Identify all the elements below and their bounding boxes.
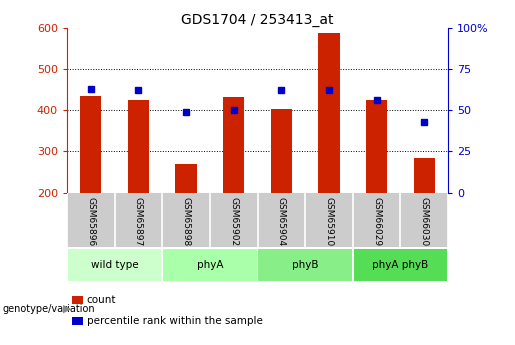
Text: phyA: phyA [197, 260, 223, 270]
Text: genotype/variation: genotype/variation [3, 304, 95, 314]
Text: GSM65910: GSM65910 [324, 197, 333, 246]
Bar [366, 100, 387, 193]
Text: percentile rank within the sample: percentile rank within the sample [87, 316, 263, 326]
Text: phyA phyB: phyA phyB [372, 260, 428, 270]
Text: ▶: ▶ [63, 304, 72, 314]
Text: wild type: wild type [91, 260, 139, 270]
Text: GSM66029: GSM66029 [372, 197, 381, 246]
Bar [175, 164, 197, 193]
Text: GSM65904: GSM65904 [277, 197, 286, 246]
Bar [128, 100, 149, 193]
Title: GDS1704 / 253413_at: GDS1704 / 253413_at [181, 12, 334, 27]
Bar [414, 158, 435, 193]
Text: GSM65897: GSM65897 [134, 197, 143, 246]
Bar [163, 249, 256, 281]
Text: count: count [87, 295, 116, 305]
Text: phyB: phyB [292, 260, 318, 270]
Bar [223, 97, 245, 193]
Bar [318, 33, 340, 193]
Text: GSM65898: GSM65898 [182, 197, 191, 246]
Text: GSM65902: GSM65902 [229, 197, 238, 246]
Bar [259, 249, 352, 281]
Bar [68, 249, 161, 281]
Bar [80, 96, 101, 193]
Text: GSM65896: GSM65896 [87, 197, 95, 246]
Bar [354, 249, 447, 281]
Bar [270, 109, 292, 193]
Text: GSM66030: GSM66030 [420, 197, 428, 246]
